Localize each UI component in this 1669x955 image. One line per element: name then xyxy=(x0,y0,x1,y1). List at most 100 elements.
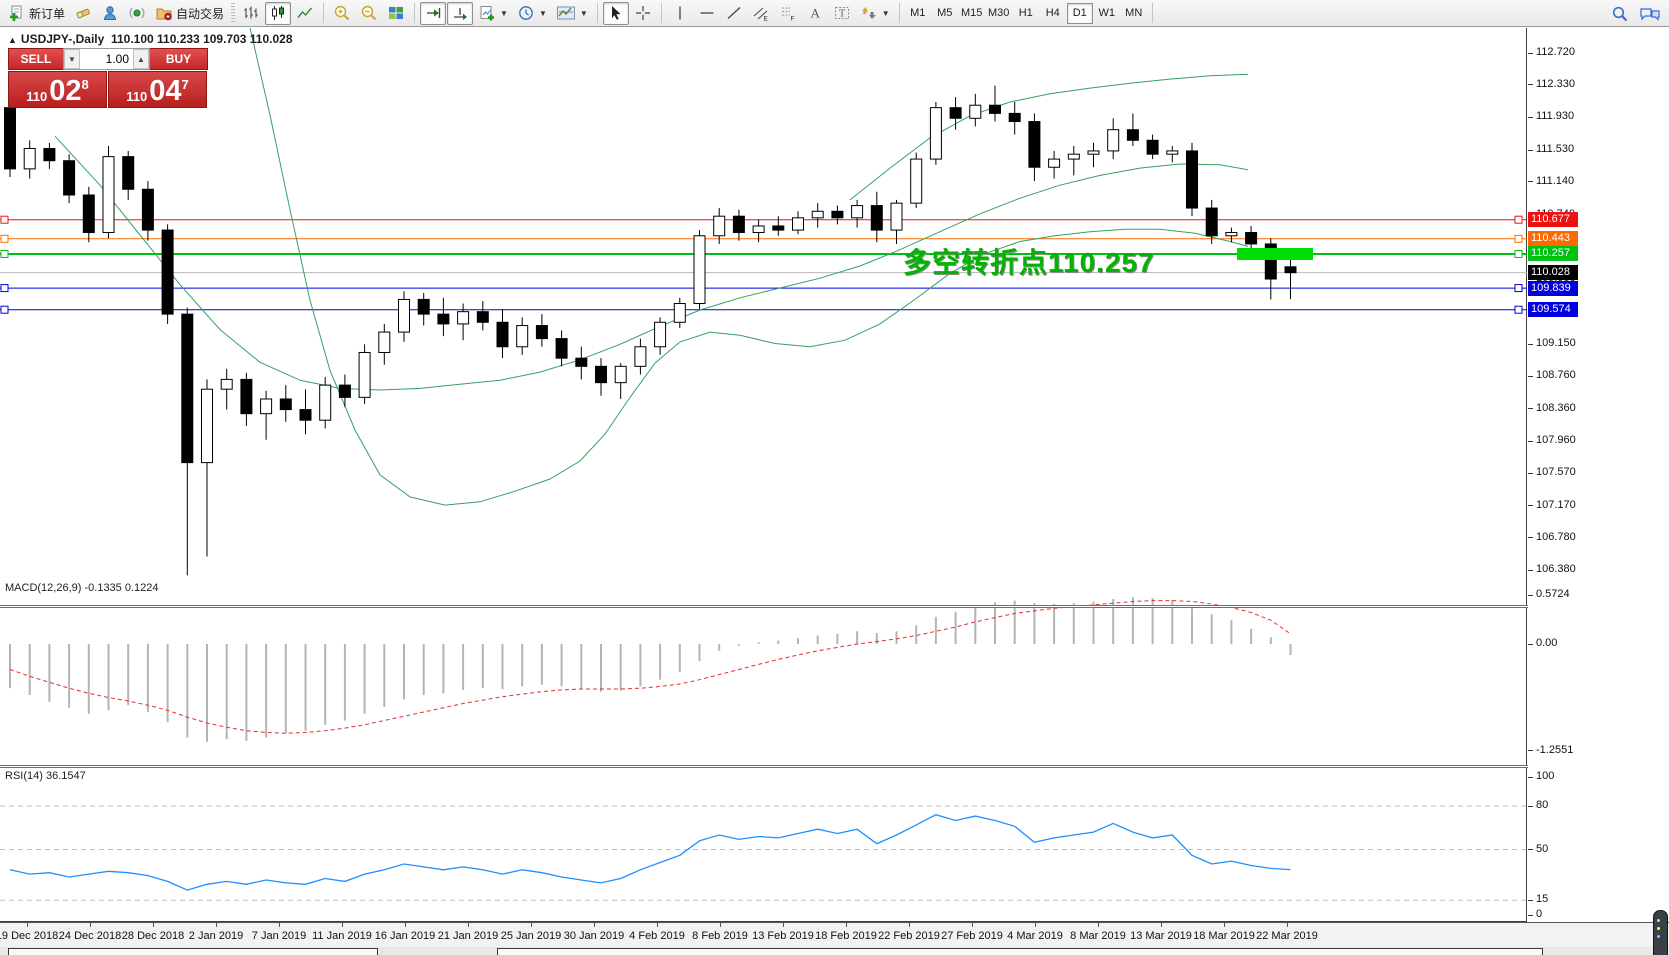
axis-tick xyxy=(1528,537,1533,539)
candle xyxy=(890,202,903,231)
tab-h1[interactable]: H1 xyxy=(1018,7,1033,19)
volume-input[interactable] xyxy=(80,49,133,69)
cursor-button[interactable] xyxy=(602,1,629,25)
date-label: 2 Jan 2019 xyxy=(188,930,244,942)
templates-button[interactable]: ▼ xyxy=(552,2,592,25)
rsi-label: RSI(14) 36.1547 xyxy=(5,770,86,782)
volume-increase-button[interactable]: ▲ xyxy=(133,49,149,69)
tile-windows-icon xyxy=(389,7,404,19)
candle xyxy=(82,194,95,234)
toolbar: 新订单 自动交易 xyxy=(0,0,1669,27)
chevron-down-icon: ▼ xyxy=(579,8,588,18)
fibonacci-button[interactable]: F xyxy=(775,2,801,25)
line-handle xyxy=(0,234,9,243)
signal-button[interactable] xyxy=(124,2,150,25)
search-icon[interactable] xyxy=(1611,5,1629,23)
sell-button[interactable]: SELL xyxy=(8,48,63,70)
candle xyxy=(1067,153,1080,160)
chevron-down-icon: ▼ xyxy=(881,8,890,18)
volume-decrease-button[interactable]: ▼ xyxy=(64,49,80,69)
fibonacci-icon: F xyxy=(781,7,794,22)
text-label-button[interactable]: T xyxy=(829,2,855,25)
date-tick xyxy=(531,923,532,927)
zoom-in-icon xyxy=(334,5,350,21)
svg-text:E: E xyxy=(763,16,768,23)
date-label: 4 Feb 2019 xyxy=(629,930,685,942)
window-fragment[interactable] xyxy=(497,948,1543,955)
trendline-button[interactable] xyxy=(721,2,747,25)
zoom-in-button[interactable] xyxy=(329,2,355,25)
date-axis[interactable]: 19 Dec 2018 24 Dec 2018 28 Dec 2018 2 Jan 2… xyxy=(0,922,1669,947)
equidistant-channel-button[interactable]: E xyxy=(748,2,774,25)
candle xyxy=(673,303,686,323)
tab-mn[interactable]: MN xyxy=(1125,7,1143,19)
candle xyxy=(792,217,804,231)
candles[interactable] xyxy=(4,85,1297,576)
axis-tick xyxy=(1528,375,1533,377)
date-label: 16 Jan 2019 xyxy=(374,930,436,942)
bar-chart-button[interactable] xyxy=(238,2,264,25)
candle xyxy=(437,313,450,325)
text-button[interactable]: A xyxy=(802,2,828,25)
buy-price[interactable]: 110 04 7 xyxy=(108,71,207,108)
collapse-triangle-icon[interactable]: ▲ xyxy=(8,35,17,45)
buy-button[interactable]: BUY xyxy=(150,48,208,70)
candle xyxy=(319,384,332,421)
horizontal-level-lines[interactable] xyxy=(0,215,1527,314)
axis-tick xyxy=(1528,849,1533,850)
vertical-line-button[interactable] xyxy=(667,2,693,25)
new-chart-button[interactable]: ▼ xyxy=(474,2,512,25)
crosshair-button[interactable] xyxy=(630,2,656,25)
sell-price[interactable]: 110 02 8 xyxy=(8,71,107,108)
chart-annotation-text[interactable]: 多空转折点110.257 xyxy=(903,247,1155,278)
tab-d1[interactable]: D1 xyxy=(1066,2,1093,24)
auto-scroll-button[interactable] xyxy=(447,1,474,25)
candle xyxy=(535,325,548,340)
pane-separator[interactable] xyxy=(0,605,1669,608)
chart-shift-button[interactable] xyxy=(420,1,447,25)
bar-chart-icon xyxy=(244,6,258,19)
period-clock-button[interactable]: ▼ xyxy=(513,2,551,25)
tab-m1[interactable]: M1 xyxy=(910,7,926,19)
tab-m30[interactable]: M30 xyxy=(988,7,1010,19)
tab-w1[interactable]: W1 xyxy=(1098,7,1115,19)
line-handle xyxy=(1514,249,1523,258)
candle xyxy=(43,147,56,162)
chart-canvas[interactable] xyxy=(0,28,1528,922)
pane-separator[interactable] xyxy=(0,765,1669,768)
zoom-out-icon xyxy=(361,5,377,21)
highlight-box[interactable] xyxy=(1237,247,1313,260)
chat-icon[interactable] xyxy=(1639,5,1661,23)
candle xyxy=(1008,112,1021,123)
line-chart-button[interactable] xyxy=(292,2,318,25)
tab-m5[interactable]: M5 xyxy=(937,7,953,19)
price-axis[interactable]: 112.720112.330111.930111.530111.140110.7… xyxy=(1528,28,1669,922)
zoom-out-button[interactable] xyxy=(356,2,382,25)
horizontal-line-button[interactable] xyxy=(694,2,720,25)
trader-button[interactable] xyxy=(97,2,123,25)
tab-h4[interactable]: H4 xyxy=(1045,7,1060,19)
date-label: 24 Dec 2018 xyxy=(58,930,122,942)
axis-tick-label: 107.960 xyxy=(1536,434,1576,447)
date-tick xyxy=(342,923,343,927)
eraser-button[interactable] xyxy=(70,2,96,25)
candle xyxy=(1107,129,1120,152)
candle xyxy=(614,365,627,384)
date-tick xyxy=(1098,923,1099,927)
window-fragment[interactable] xyxy=(8,948,378,955)
tab-m15[interactable]: M15 xyxy=(961,7,983,19)
new-order-button[interactable]: 新订单 xyxy=(4,2,69,25)
new-chart-icon xyxy=(480,6,495,21)
chart-window[interactable]: ▲ USDJPY-,Daily 110.100 110.233 109.703 1… xyxy=(0,28,1669,955)
candle xyxy=(1205,207,1218,237)
buy-price-base: 110 xyxy=(126,89,148,104)
arrows-button[interactable]: ▼ xyxy=(856,2,894,25)
candle xyxy=(63,160,76,196)
candle xyxy=(910,158,923,204)
candle xyxy=(851,205,864,219)
autotrading-button[interactable]: 自动交易 xyxy=(151,2,228,25)
candle xyxy=(1264,243,1277,280)
candlestick-chart-button[interactable] xyxy=(265,1,292,25)
tile-windows-button[interactable] xyxy=(383,2,409,25)
side-scrollbar-widget[interactable] xyxy=(1653,910,1668,955)
